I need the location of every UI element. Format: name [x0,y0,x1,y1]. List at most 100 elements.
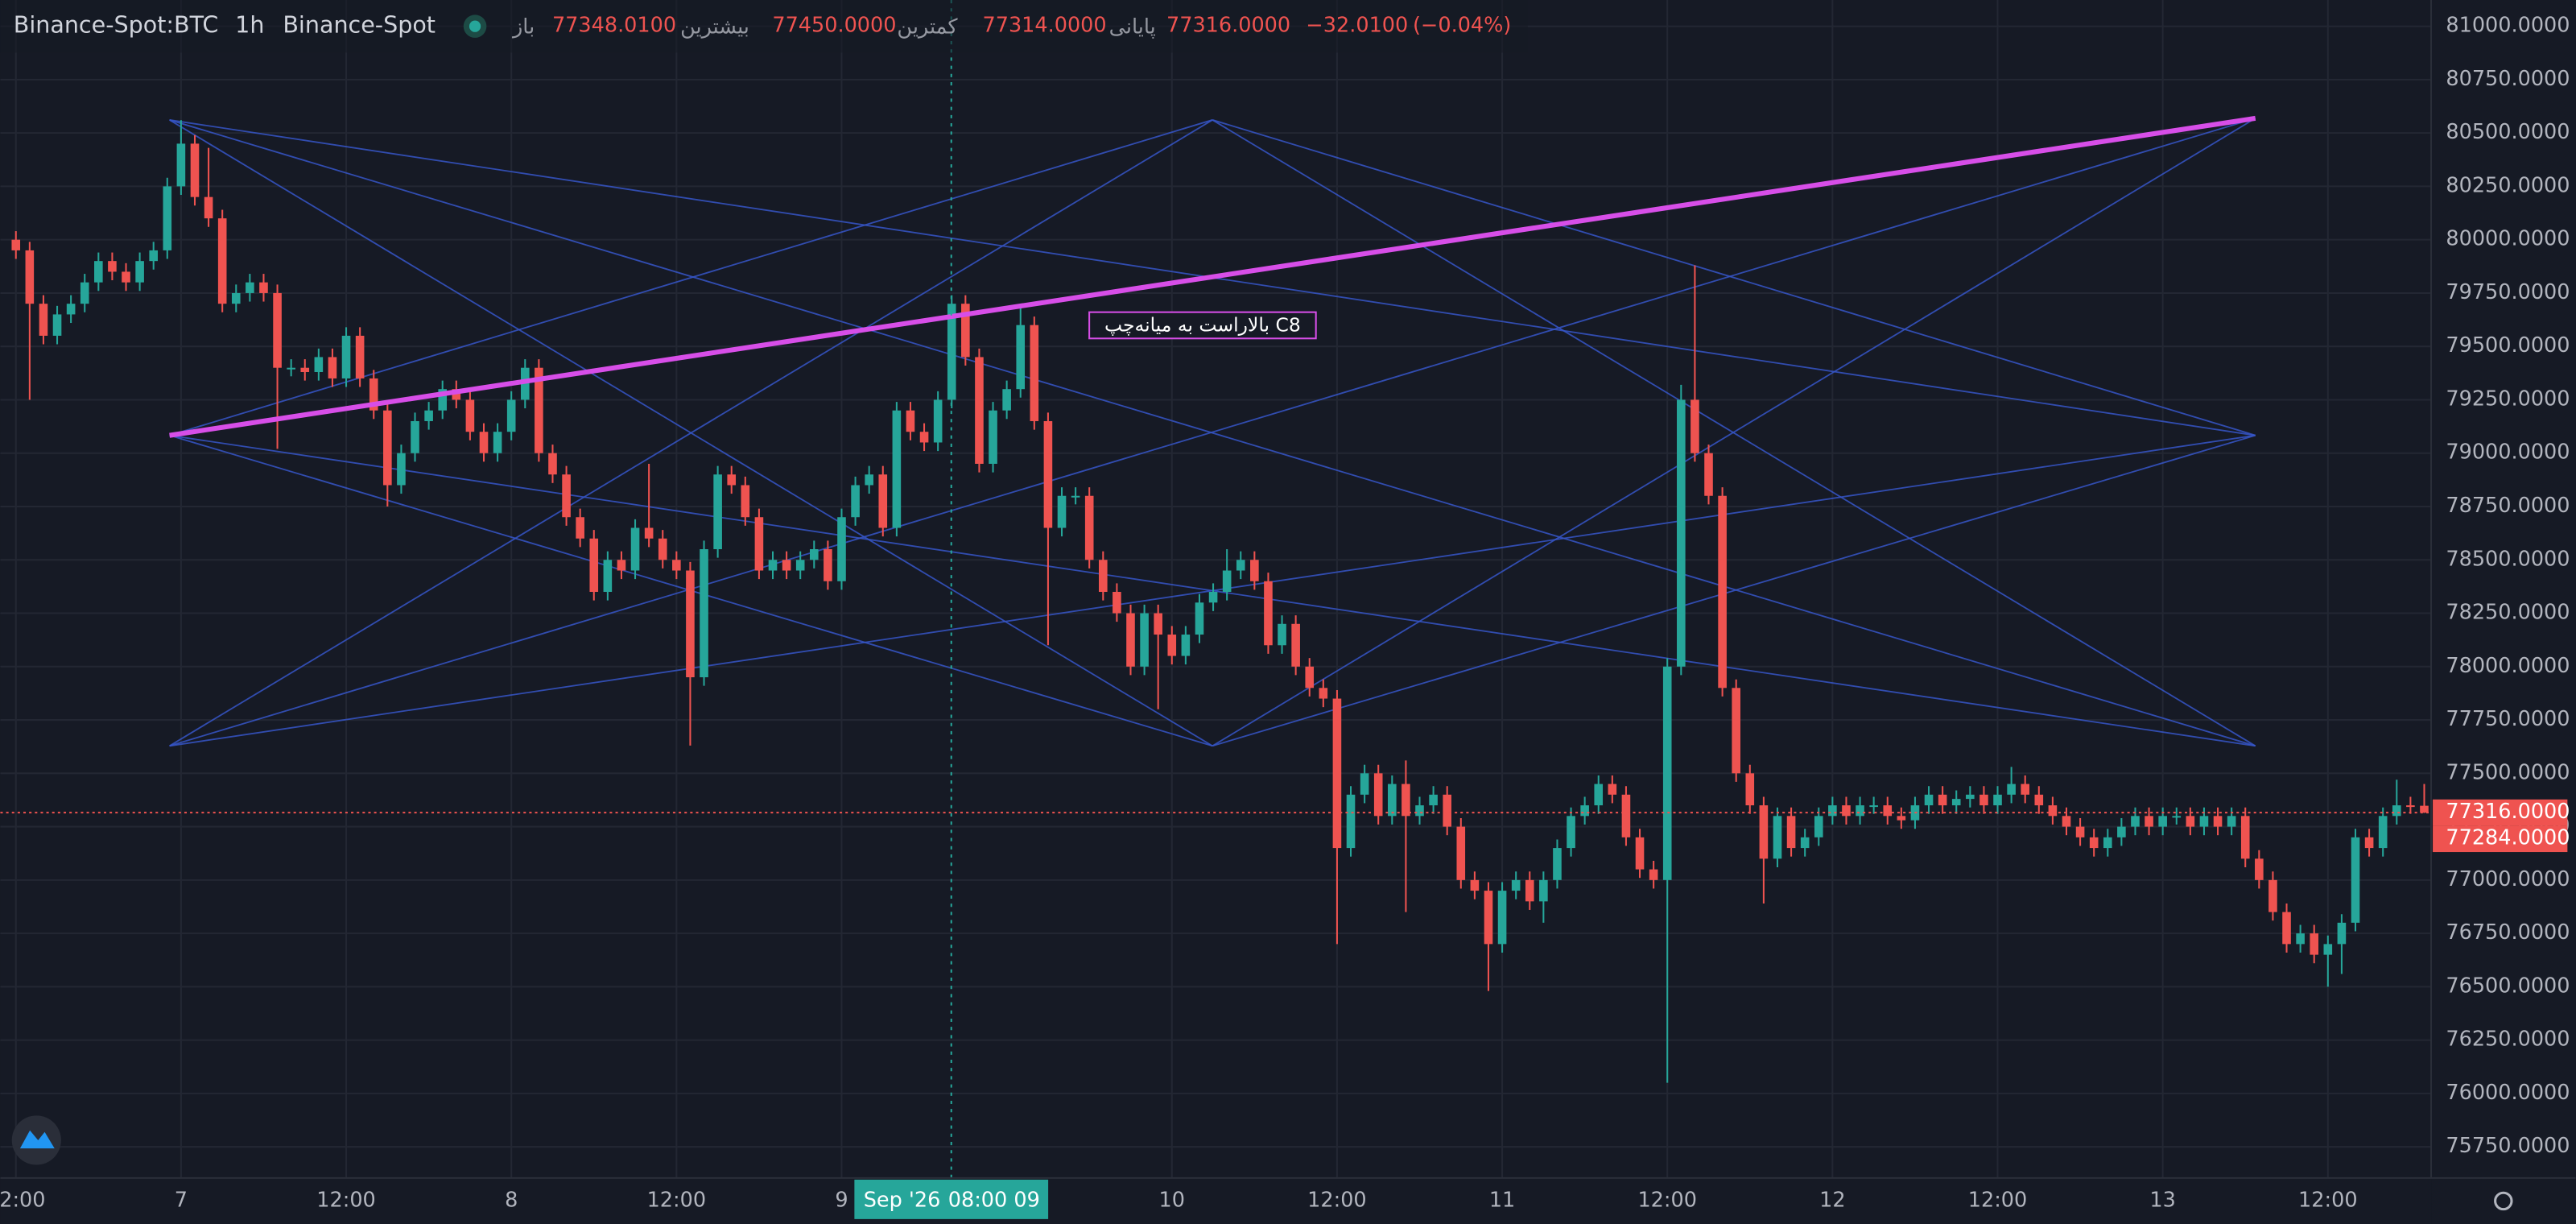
candle-body [1897,816,1906,821]
candle-body [824,549,832,581]
candle-body [2268,879,2277,912]
candle-body [1649,869,1658,880]
candle-body [2378,816,2388,849]
x-tick-label: 13 [2149,1188,2175,1212]
y-tick-label: 77500.0000 [2446,760,2570,784]
candle-body [892,410,902,528]
candle-body [851,485,860,518]
candle-body [1828,805,1837,817]
y-tick-label: 75750.0000 [2446,1134,2570,1158]
x-tick-label: 12:00 [0,1188,45,1212]
y-tick-label: 79500.0000 [2446,333,2570,358]
candles [11,120,2429,1083]
settings-icon[interactable] [2494,1191,2513,1211]
candle-body [1594,784,1604,806]
candle-body [506,399,516,432]
candle-body [1319,688,1328,699]
low-label: کمترین [897,15,958,39]
y-tick-label: 76250.0000 [2446,1028,2570,1052]
candle-body [2048,805,2058,817]
candle-body [1979,794,1988,806]
candle-body [2296,933,2305,945]
y-tick-label: 80000.0000 [2446,227,2570,251]
candle-body [1662,666,1672,880]
close-label: پایانی [1109,15,1156,39]
candle-body [1084,495,1094,560]
candle-body [1140,613,1149,667]
candle-body [837,517,846,581]
candle-body [603,560,613,593]
candle-body [1800,837,1810,849]
candle-body [2062,816,2071,827]
candle-body [2158,816,2167,827]
candle-body [231,292,241,304]
candle-body [1360,773,1369,795]
y-tick-label: 76500.0000 [2446,974,2570,998]
candle-body [933,399,943,443]
candle-body [1497,891,1507,945]
candle-body [2323,944,2333,955]
candle-body [1099,560,1108,593]
candle-body [2172,816,2182,818]
x-tick-label: 7 [175,1188,188,1212]
candle-body [2282,912,2291,945]
candle-body [135,261,144,283]
candle-body [644,527,654,539]
interval: 1h [235,11,264,39]
candle-body [341,335,351,378]
candle-body [1030,325,1039,421]
candle-body [672,560,681,571]
candle-body [1869,805,1878,808]
candle-body [452,389,461,400]
candle-body [1511,879,1521,891]
candle-body [2337,922,2347,945]
y-tick-label: 78000.0000 [2446,654,2570,678]
candle-body [465,399,475,432]
candle-body [1016,325,1026,390]
candle-body [287,367,295,370]
candle-body [741,485,750,518]
candle-body [1291,623,1300,667]
candle-body [1167,635,1177,656]
candle-body [1786,816,1796,849]
axes: 81000.0000 80750.0000 80500.0000 80250.0000… [0,14,2570,1213]
candle-body [149,250,159,262]
candle-body [2131,816,2140,827]
y-tick-label: 81000.0000 [2446,14,2570,38]
candle-body [1567,816,1575,849]
y-tick-label: 80750.0000 [2446,67,2570,91]
pattern-line [1212,118,2256,747]
x-tick-label: 9 [835,1188,848,1212]
candle-body [686,570,695,678]
candle-body [369,378,378,411]
candle-body [1346,794,1356,849]
candle-body [2034,794,2044,806]
time-axis [0,1177,2432,1224]
candle-body [204,196,213,219]
candle-body [108,261,117,272]
candle-body [176,143,186,187]
candle-body [1883,805,1893,817]
candle-body [397,453,406,486]
logo-icon [19,1130,55,1149]
candle-body [1484,891,1493,945]
candle-body [1388,784,1397,817]
candle-body [1456,826,1466,880]
candle-body [713,474,722,550]
candle-body [1071,495,1080,498]
candle-body [273,292,282,368]
candle-body [2392,805,2401,817]
header-bg [0,0,1528,53]
candle-body [1113,592,1121,614]
price-tag-label: 77316.0000 [2446,800,2570,824]
y-tick-label: 79000.0000 [2446,440,2570,465]
candle-body [52,314,62,336]
candle-body [1208,592,1218,603]
candle-body [535,367,543,453]
candle-body [809,549,819,560]
candle-body [479,432,489,453]
candle-body [411,420,419,453]
candle-body [947,304,956,400]
